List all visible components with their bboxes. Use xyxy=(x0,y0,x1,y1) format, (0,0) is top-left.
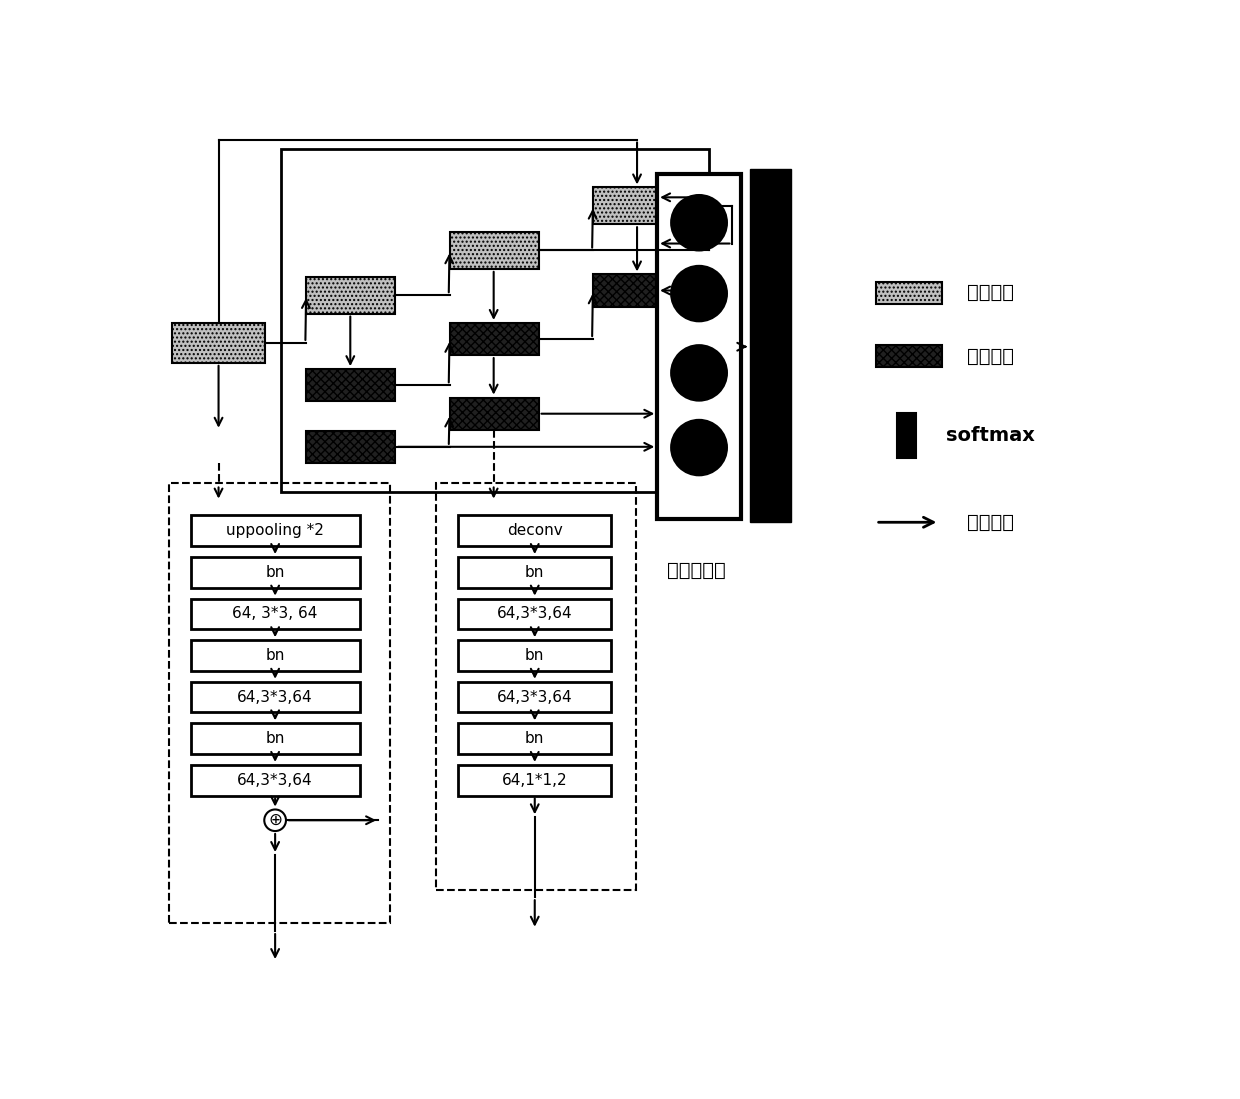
Text: 可学习权重: 可学习权重 xyxy=(667,562,725,580)
Text: 64,1*1,2: 64,1*1,2 xyxy=(502,773,568,788)
Text: 64, 3*3, 64: 64, 3*3, 64 xyxy=(232,607,317,621)
Bar xyxy=(875,345,941,367)
Text: bn: bn xyxy=(525,648,544,663)
Circle shape xyxy=(264,810,286,831)
Bar xyxy=(191,681,360,712)
Bar xyxy=(191,557,360,588)
Bar xyxy=(191,723,360,754)
Text: ⊕: ⊕ xyxy=(268,811,281,830)
Bar xyxy=(458,681,611,712)
Text: deconv: deconv xyxy=(507,523,563,539)
Bar xyxy=(593,275,682,307)
Text: 64,3*3,64: 64,3*3,64 xyxy=(237,689,312,704)
Bar xyxy=(875,282,941,303)
Bar xyxy=(281,148,709,492)
Text: 特征融合: 特征融合 xyxy=(967,513,1014,532)
Bar xyxy=(306,369,396,401)
Circle shape xyxy=(671,345,727,401)
Circle shape xyxy=(671,195,727,251)
Bar xyxy=(458,640,611,670)
Bar xyxy=(750,169,791,522)
Bar xyxy=(593,187,682,224)
Text: bn: bn xyxy=(525,731,544,746)
Text: 64,3*3,64: 64,3*3,64 xyxy=(237,773,312,788)
Bar xyxy=(191,515,360,546)
Text: 尺度模块: 尺度模块 xyxy=(967,284,1014,302)
Bar xyxy=(191,765,360,796)
Text: bn: bn xyxy=(525,565,544,580)
Bar xyxy=(458,765,611,796)
Bar xyxy=(306,431,396,463)
Bar xyxy=(458,515,611,546)
Bar xyxy=(458,599,611,630)
Bar xyxy=(458,723,611,754)
Text: bn: bn xyxy=(265,565,285,580)
Bar xyxy=(191,640,360,670)
Bar xyxy=(449,323,538,355)
Circle shape xyxy=(671,420,727,475)
Bar xyxy=(657,175,742,519)
Circle shape xyxy=(671,266,727,321)
Bar xyxy=(458,557,611,588)
Bar xyxy=(436,482,636,889)
Bar xyxy=(449,232,538,269)
Bar xyxy=(306,277,396,313)
Text: bn: bn xyxy=(265,731,285,746)
Bar xyxy=(169,482,389,923)
Bar xyxy=(449,398,538,430)
Bar xyxy=(191,599,360,630)
Text: 结构模块: 结构模块 xyxy=(967,346,1014,366)
Text: softmax: softmax xyxy=(946,425,1035,445)
Bar xyxy=(898,413,916,457)
Text: 64,3*3,64: 64,3*3,64 xyxy=(497,607,573,621)
Text: 64,3*3,64: 64,3*3,64 xyxy=(497,689,573,704)
Text: bn: bn xyxy=(265,648,285,663)
Text: uppooling *2: uppooling *2 xyxy=(226,523,324,539)
Bar xyxy=(172,323,265,363)
